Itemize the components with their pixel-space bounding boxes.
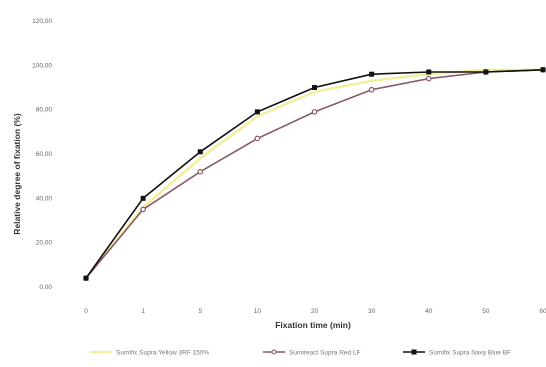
y-tick-label: 120,00 xyxy=(32,18,52,25)
y-tick-label: 80,00 xyxy=(36,107,53,114)
series-markers xyxy=(83,66,546,281)
y-tick-labels: 0,00 20,00 40,00 60,00 80,00 100,00 120,00 xyxy=(32,18,52,291)
y-tick-label: 0,00 xyxy=(39,284,52,291)
series-line xyxy=(85,69,544,279)
legend-label: Sumifix Supra Yellow 3RF 150% xyxy=(116,349,209,356)
data-point xyxy=(254,109,260,115)
data-point xyxy=(483,69,489,75)
data-point xyxy=(425,75,432,82)
y-tick-label: 20,00 xyxy=(36,240,53,247)
data-point xyxy=(140,195,146,201)
legend-marker xyxy=(271,349,277,355)
series-line xyxy=(85,69,544,279)
data-point xyxy=(540,67,546,73)
x-tick-label: 1 xyxy=(141,308,145,315)
legend: Sumifix Supra Yellow 3RF 150% Sumireact S… xyxy=(90,349,511,356)
data-point xyxy=(140,206,146,213)
data-point xyxy=(197,168,204,175)
x-tick-label: 30 xyxy=(368,308,376,315)
x-tick-label: 0 xyxy=(84,308,88,315)
x-tick-label: 60 xyxy=(539,308,546,315)
y-axis-title: Relative degree of fixation (%) xyxy=(12,113,22,235)
legend-label: Sumireact Supra Red LF xyxy=(289,349,361,356)
y-tick-label: 100,00 xyxy=(32,62,52,69)
y-tick-label: 40,00 xyxy=(36,195,53,202)
data-point xyxy=(254,135,261,142)
x-axis-title: Fixation time (min) xyxy=(275,320,351,330)
data-point xyxy=(312,85,317,90)
x-tick-label: 40 xyxy=(425,308,433,315)
x-tick-label: 50 xyxy=(482,308,490,315)
y-tick-label: 60,00 xyxy=(36,151,53,158)
x-tick-label: 10 xyxy=(254,308,262,315)
legend-label: Sumifix Supra Navy Blue BF xyxy=(429,349,511,356)
x-tick-label: 5 xyxy=(198,308,202,315)
data-point xyxy=(426,69,432,75)
data-point xyxy=(368,86,375,93)
series-line xyxy=(85,68,543,279)
x-tick-label: 20 xyxy=(311,308,319,315)
data-point xyxy=(197,149,203,155)
legend-marker xyxy=(411,349,417,355)
data-point xyxy=(369,71,375,77)
data-point xyxy=(311,109,318,115)
data-point xyxy=(83,275,89,281)
series-lines xyxy=(85,68,544,279)
x-tick-labels: 0 1 5 10 20 30 40 50 60 xyxy=(84,308,546,315)
